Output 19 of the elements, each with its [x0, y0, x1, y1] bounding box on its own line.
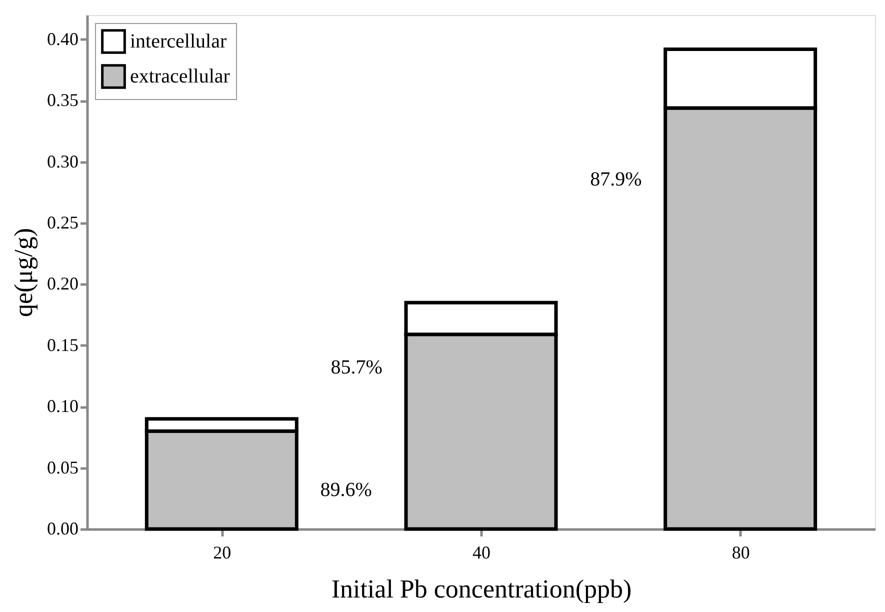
y-tick-label: 0.10: [47, 396, 78, 416]
x-tick-label: 40: [472, 542, 490, 562]
y-tick-label: 0.40: [47, 28, 78, 49]
y-tick-label: 0.15: [47, 334, 78, 355]
annotation: 89.6%: [320, 478, 372, 501]
x-tick-label: 80: [732, 542, 750, 562]
y-tick-label: 0.00: [47, 518, 78, 538]
y-tick-label: 0.05: [47, 457, 78, 478]
x-axis-title: Initial Pb concentration(ppb): [331, 574, 632, 604]
y-axis-title: qe(μg/g): [9, 228, 38, 318]
annotation: 87.9%: [590, 168, 642, 191]
y-tick-label: 0.25: [47, 212, 78, 233]
annotation: 85.7%: [330, 356, 382, 378]
legend-label: intercellular: [130, 30, 227, 52]
y-tick-label: 0.30: [47, 151, 78, 172]
y-tick-label: 0.20: [47, 274, 78, 294]
legend-label: extracellular: [130, 66, 230, 88]
y-tick-label: 0.35: [47, 90, 78, 110]
x-tick-label: 20: [213, 542, 232, 562]
